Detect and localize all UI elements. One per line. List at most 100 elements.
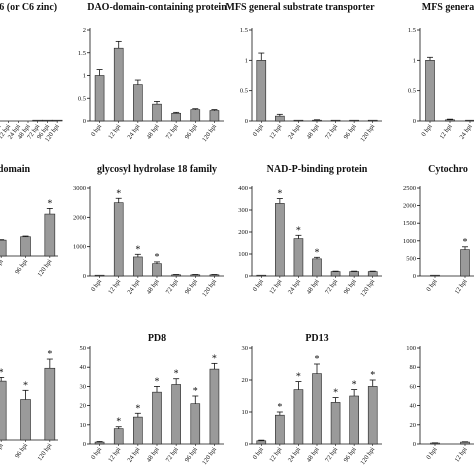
significance-star: * <box>155 376 160 387</box>
x-tick-label: 48 hpi <box>305 123 320 141</box>
y-tick-label: 0 <box>245 118 248 125</box>
x-tick-label: 24 hpi <box>126 278 141 296</box>
y-tick-label: 100 <box>406 345 416 352</box>
significance-star: * <box>352 380 357 391</box>
x-tick-label: 0 hpi <box>425 278 438 293</box>
x-tick-label: 120 hpi <box>359 446 376 466</box>
y-tick-label: 0.5 <box>408 88 416 95</box>
bar <box>51 119 63 122</box>
panel-title: glycosyl hydrolase 18 family <box>97 164 217 175</box>
bar <box>367 119 378 122</box>
y-tick-label: 2500 <box>403 185 416 192</box>
bar <box>330 402 341 445</box>
bar <box>209 368 220 445</box>
x-tick-label: 96 hpi <box>343 123 358 141</box>
panel-title: PD13 <box>305 333 328 344</box>
bar <box>171 274 181 277</box>
y-tick-label: 2000 <box>73 214 86 221</box>
x-tick-label: 72 hpi <box>165 446 180 464</box>
y-tick-label: 30 <box>242 345 249 352</box>
bar <box>460 249 470 277</box>
panel-r3c1: 72 hpi * 96 hpi * 120 hpi * <box>0 349 58 462</box>
significance-star: * <box>47 349 52 360</box>
panel-title: Cytochro <box>428 164 468 175</box>
bar <box>425 60 435 122</box>
bar <box>0 239 7 257</box>
x-tick-label: 0 hpi <box>420 123 433 138</box>
x-tick-label: 0 hpi <box>252 446 265 461</box>
y-tick-label: 1000 <box>403 238 416 245</box>
bar <box>209 274 220 277</box>
bar <box>430 274 440 277</box>
significance-star: * <box>0 367 4 378</box>
bar <box>20 236 31 257</box>
x-tick-label: 48 hpi <box>305 278 320 296</box>
x-tick-label: 72 hpi <box>324 446 339 464</box>
bar <box>94 274 105 277</box>
x-tick-label: 12 hpi <box>453 446 468 464</box>
y-tick-label: 60 <box>410 383 417 390</box>
bar <box>349 271 359 277</box>
bar <box>133 416 143 445</box>
x-tick-label: 24 hpi <box>126 446 141 464</box>
y-tick-label: 1500 <box>403 220 416 227</box>
bar <box>275 414 285 445</box>
significance-star: * <box>296 225 301 236</box>
bar <box>152 103 162 122</box>
bar <box>275 203 285 277</box>
panel-title: MFS genera <box>422 2 474 13</box>
bar <box>0 380 7 441</box>
panel-r1c3: MFS general substrate transporter 0 0.5 1 1.… <box>225 2 382 143</box>
y-tick-label: 20 <box>410 422 417 429</box>
y-tick-label: 400 <box>238 185 248 192</box>
y-tick-label: 1.5 <box>78 50 86 57</box>
x-tick-label: 0 hpi <box>90 123 103 138</box>
x-tick-label: 96 hpi <box>184 278 199 296</box>
x-tick-label: 48 hpi <box>305 446 320 464</box>
bar <box>312 373 322 445</box>
bar <box>330 119 341 122</box>
y-tick-label: 30 <box>80 383 87 390</box>
panel-title: MFS general substrate transporter <box>225 2 375 13</box>
x-tick-label: 96 hpi <box>184 446 199 464</box>
panel-title: domain <box>0 164 31 175</box>
y-tick-label: 2 <box>83 27 86 34</box>
bar <box>113 428 124 445</box>
bar <box>367 271 378 277</box>
x-tick-label: 48 hpi <box>145 446 160 464</box>
bar <box>293 119 304 122</box>
x-tick-label: 96 hpi <box>343 446 358 464</box>
y-tick-label: 3000 <box>73 185 86 192</box>
panel-title: DAO-domain-containing protein <box>87 2 227 13</box>
panel-r2c2: glycosyl hydrolase 18 family 0 1000 2000 300… <box>73 164 224 298</box>
bar <box>190 274 201 277</box>
x-tick-label: 12 hpi <box>107 123 122 141</box>
x-tick-label: 96 hpi <box>343 278 358 296</box>
y-tick-label: 0 <box>413 441 416 448</box>
significance-star: * <box>135 403 140 414</box>
y-tick-label: 1 <box>413 57 416 64</box>
x-tick-label: 96 hpi <box>14 258 29 276</box>
y-tick-label: 0 <box>245 441 248 448</box>
y-tick-label: 300 <box>238 207 248 214</box>
significance-star: * <box>155 252 160 263</box>
x-tick-label: 120 hpi <box>36 442 53 462</box>
x-tick-label: 0 hpi <box>252 123 265 138</box>
x-tick-label: 120 hpi <box>359 123 376 143</box>
panel-r2c1: domain 72 hpi 96 hpi 120 hpi * <box>0 164 58 278</box>
bar <box>460 441 470 445</box>
bar <box>256 440 267 445</box>
x-tick-label: 96 hpi <box>184 123 199 141</box>
y-tick-label: 20 <box>242 377 249 384</box>
significance-star: * <box>277 402 282 413</box>
y-tick-label: 40 <box>410 403 417 410</box>
significance-star: * <box>296 372 301 383</box>
bar <box>171 384 181 445</box>
x-tick-label: 0 hpi <box>425 446 438 461</box>
significance-star: * <box>174 369 179 380</box>
x-tick-label: 120 hpi <box>201 278 218 298</box>
x-tick-label: 24 hpi <box>287 123 302 141</box>
x-tick-label: 96 hpi <box>14 442 29 460</box>
